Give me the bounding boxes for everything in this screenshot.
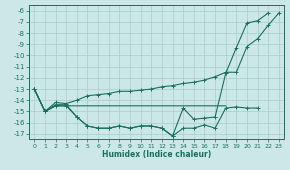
X-axis label: Humidex (Indice chaleur): Humidex (Indice chaleur) <box>102 150 211 159</box>
